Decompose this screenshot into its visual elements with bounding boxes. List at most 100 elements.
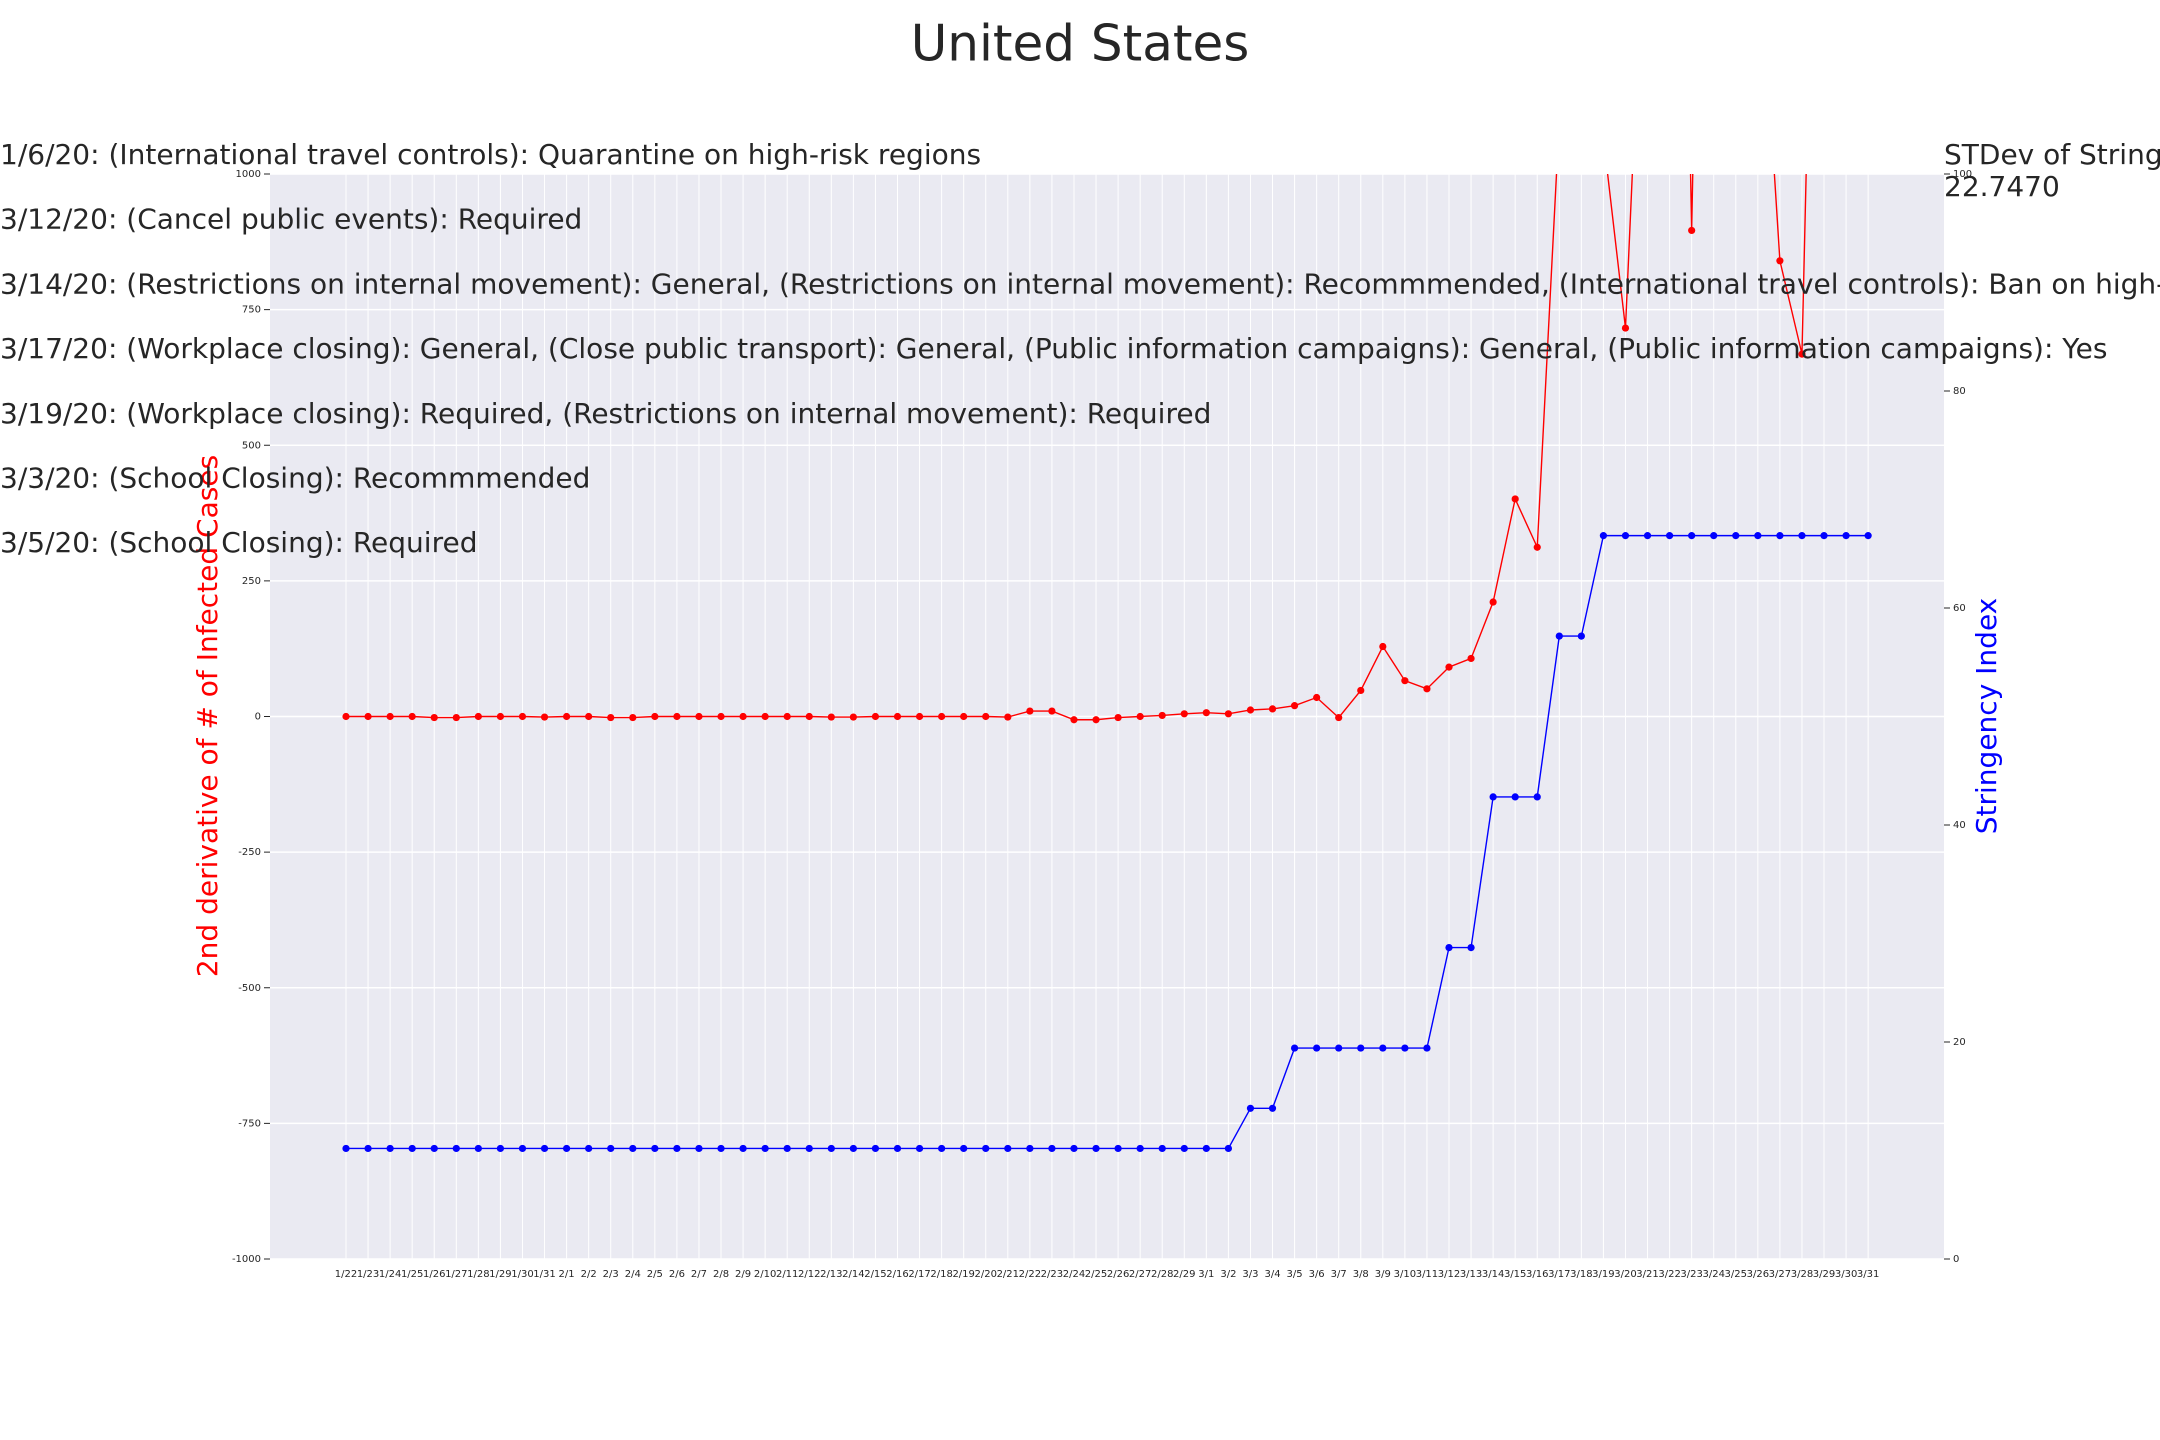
x-tick-label: 2/9: [735, 1269, 751, 1280]
point: [1467, 944, 1475, 952]
x-tick-label: 2/18: [930, 1269, 952, 1280]
point: [1313, 693, 1321, 702]
point: [1600, 134, 1607, 141]
point: [1202, 1144, 1210, 1153]
point: [1776, 257, 1784, 265]
annotation: 1/6/20: (International travel controls):…: [0, 138, 981, 171]
x-tick-label: 2/5: [647, 1269, 663, 1280]
point: [1048, 707, 1056, 715]
stdev-label: STDev of Stringe: [1944, 138, 2160, 171]
x-tick-label: 2/21: [997, 1269, 1019, 1280]
x-tick-label: 3/2: [1220, 1269, 1236, 1280]
point: [1423, 1044, 1431, 1052]
x-tick-label: 2/28: [1151, 1269, 1173, 1280]
point: [386, 712, 394, 721]
point: [1688, 532, 1696, 540]
point: [1467, 654, 1475, 663]
x-tick-label: 2/20: [975, 1269, 997, 1280]
y-tick-label: 250: [242, 576, 261, 587]
y-tick-label: -250: [238, 847, 261, 858]
x-tick-label: 1/27: [445, 1269, 467, 1280]
point: [518, 712, 527, 721]
point: [1511, 793, 1519, 801]
x-tick-label: 3/1: [1198, 1269, 1214, 1280]
point: [1710, 532, 1718, 540]
x-tick-label: 3/8: [1353, 1269, 1369, 1280]
x-tick-label: 1/30: [511, 1269, 533, 1280]
y-tick-label: 750: [242, 305, 261, 316]
chart-title: United States: [911, 15, 1250, 73]
series-line: [346, 174, 1807, 721]
point: [540, 1144, 549, 1153]
point: [342, 712, 350, 721]
point: [1136, 1144, 1144, 1153]
point: [1224, 710, 1232, 718]
y-tick-label: -750: [238, 1118, 261, 1129]
point: [474, 1144, 482, 1153]
point: [893, 1144, 902, 1153]
y-tick-label: 0: [255, 712, 261, 723]
x-tick-label: 2/27: [1129, 1269, 1151, 1280]
x-tick-label: 3/25: [1725, 1269, 1747, 1280]
y2-tick-label: 60: [1953, 603, 1966, 614]
labels: -1000 -750 -500 -250 0 250 500 750 1000 0 20 40 60 80…: [232, 169, 1972, 1280]
point: [496, 712, 505, 721]
x-tick-label: 2/10: [754, 1269, 776, 1280]
point: [1070, 716, 1078, 724]
y-axis-label: 2nd derivative of # of Infected Cases: [191, 455, 224, 977]
x-tick-label: 2/25: [1085, 1269, 1107, 1280]
annotation: 3/12/20: (Cancel public events): Require…: [0, 203, 582, 236]
point: [1556, 116, 1563, 123]
point: [629, 1144, 637, 1153]
point: [1004, 1144, 1012, 1153]
x-tick-label: 1/25: [401, 1269, 423, 1280]
point: [1048, 1144, 1056, 1153]
point: [739, 712, 747, 721]
point: [496, 1144, 505, 1153]
point: [695, 1144, 703, 1153]
point: [1114, 1144, 1122, 1153]
y2-tick-label: 80: [1953, 386, 1966, 397]
point: [915, 712, 924, 721]
point: [651, 1144, 659, 1153]
annotation: 3/5/20: (School Closing): Required: [0, 526, 477, 559]
point: [1423, 685, 1431, 693]
x-tick-label: 1/23: [357, 1269, 379, 1280]
point: [1357, 1044, 1365, 1052]
x-tick-label: 3/27: [1769, 1269, 1791, 1280]
x-tick-label: 2/16: [886, 1269, 908, 1280]
point: [430, 713, 438, 722]
point: [1511, 495, 1519, 503]
point: [1666, 532, 1674, 540]
x-tick-label: 2/2: [581, 1269, 597, 1280]
x-tick-label: 1/24: [379, 1269, 401, 1280]
y-tick-label: 1000: [236, 169, 261, 180]
point: [364, 1144, 372, 1153]
x-tick-label: 3/29: [1813, 1269, 1835, 1280]
y2-axis-label: Stringency Index: [1970, 598, 2003, 834]
point: [1268, 705, 1277, 713]
y-tick-label: -500: [238, 983, 261, 994]
point: [1445, 663, 1453, 671]
x-tick-label: 3/19: [1592, 1269, 1614, 1280]
point: [1114, 713, 1122, 722]
x-tick-label: 3/13: [1460, 1269, 1482, 1280]
point: [1313, 1044, 1321, 1052]
point: [1290, 1044, 1299, 1052]
point: [1158, 711, 1166, 720]
point: [871, 712, 880, 721]
point: [915, 1144, 924, 1153]
point: [1224, 1144, 1232, 1153]
annotation: 3/17/20: (Workplace closing): General, (…: [0, 332, 2108, 365]
x-tick-label: 3/16: [1526, 1269, 1548, 1280]
x-tick-label: 2/12: [798, 1269, 820, 1280]
x-tick-label: 2/23: [1041, 1269, 1063, 1280]
point: [452, 1144, 460, 1153]
x-tick-label: 3/11: [1416, 1269, 1438, 1280]
point: [1246, 706, 1255, 714]
point: [563, 1144, 571, 1153]
point: [1599, 532, 1608, 540]
point: [1180, 1144, 1188, 1153]
point: [1842, 532, 1850, 540]
